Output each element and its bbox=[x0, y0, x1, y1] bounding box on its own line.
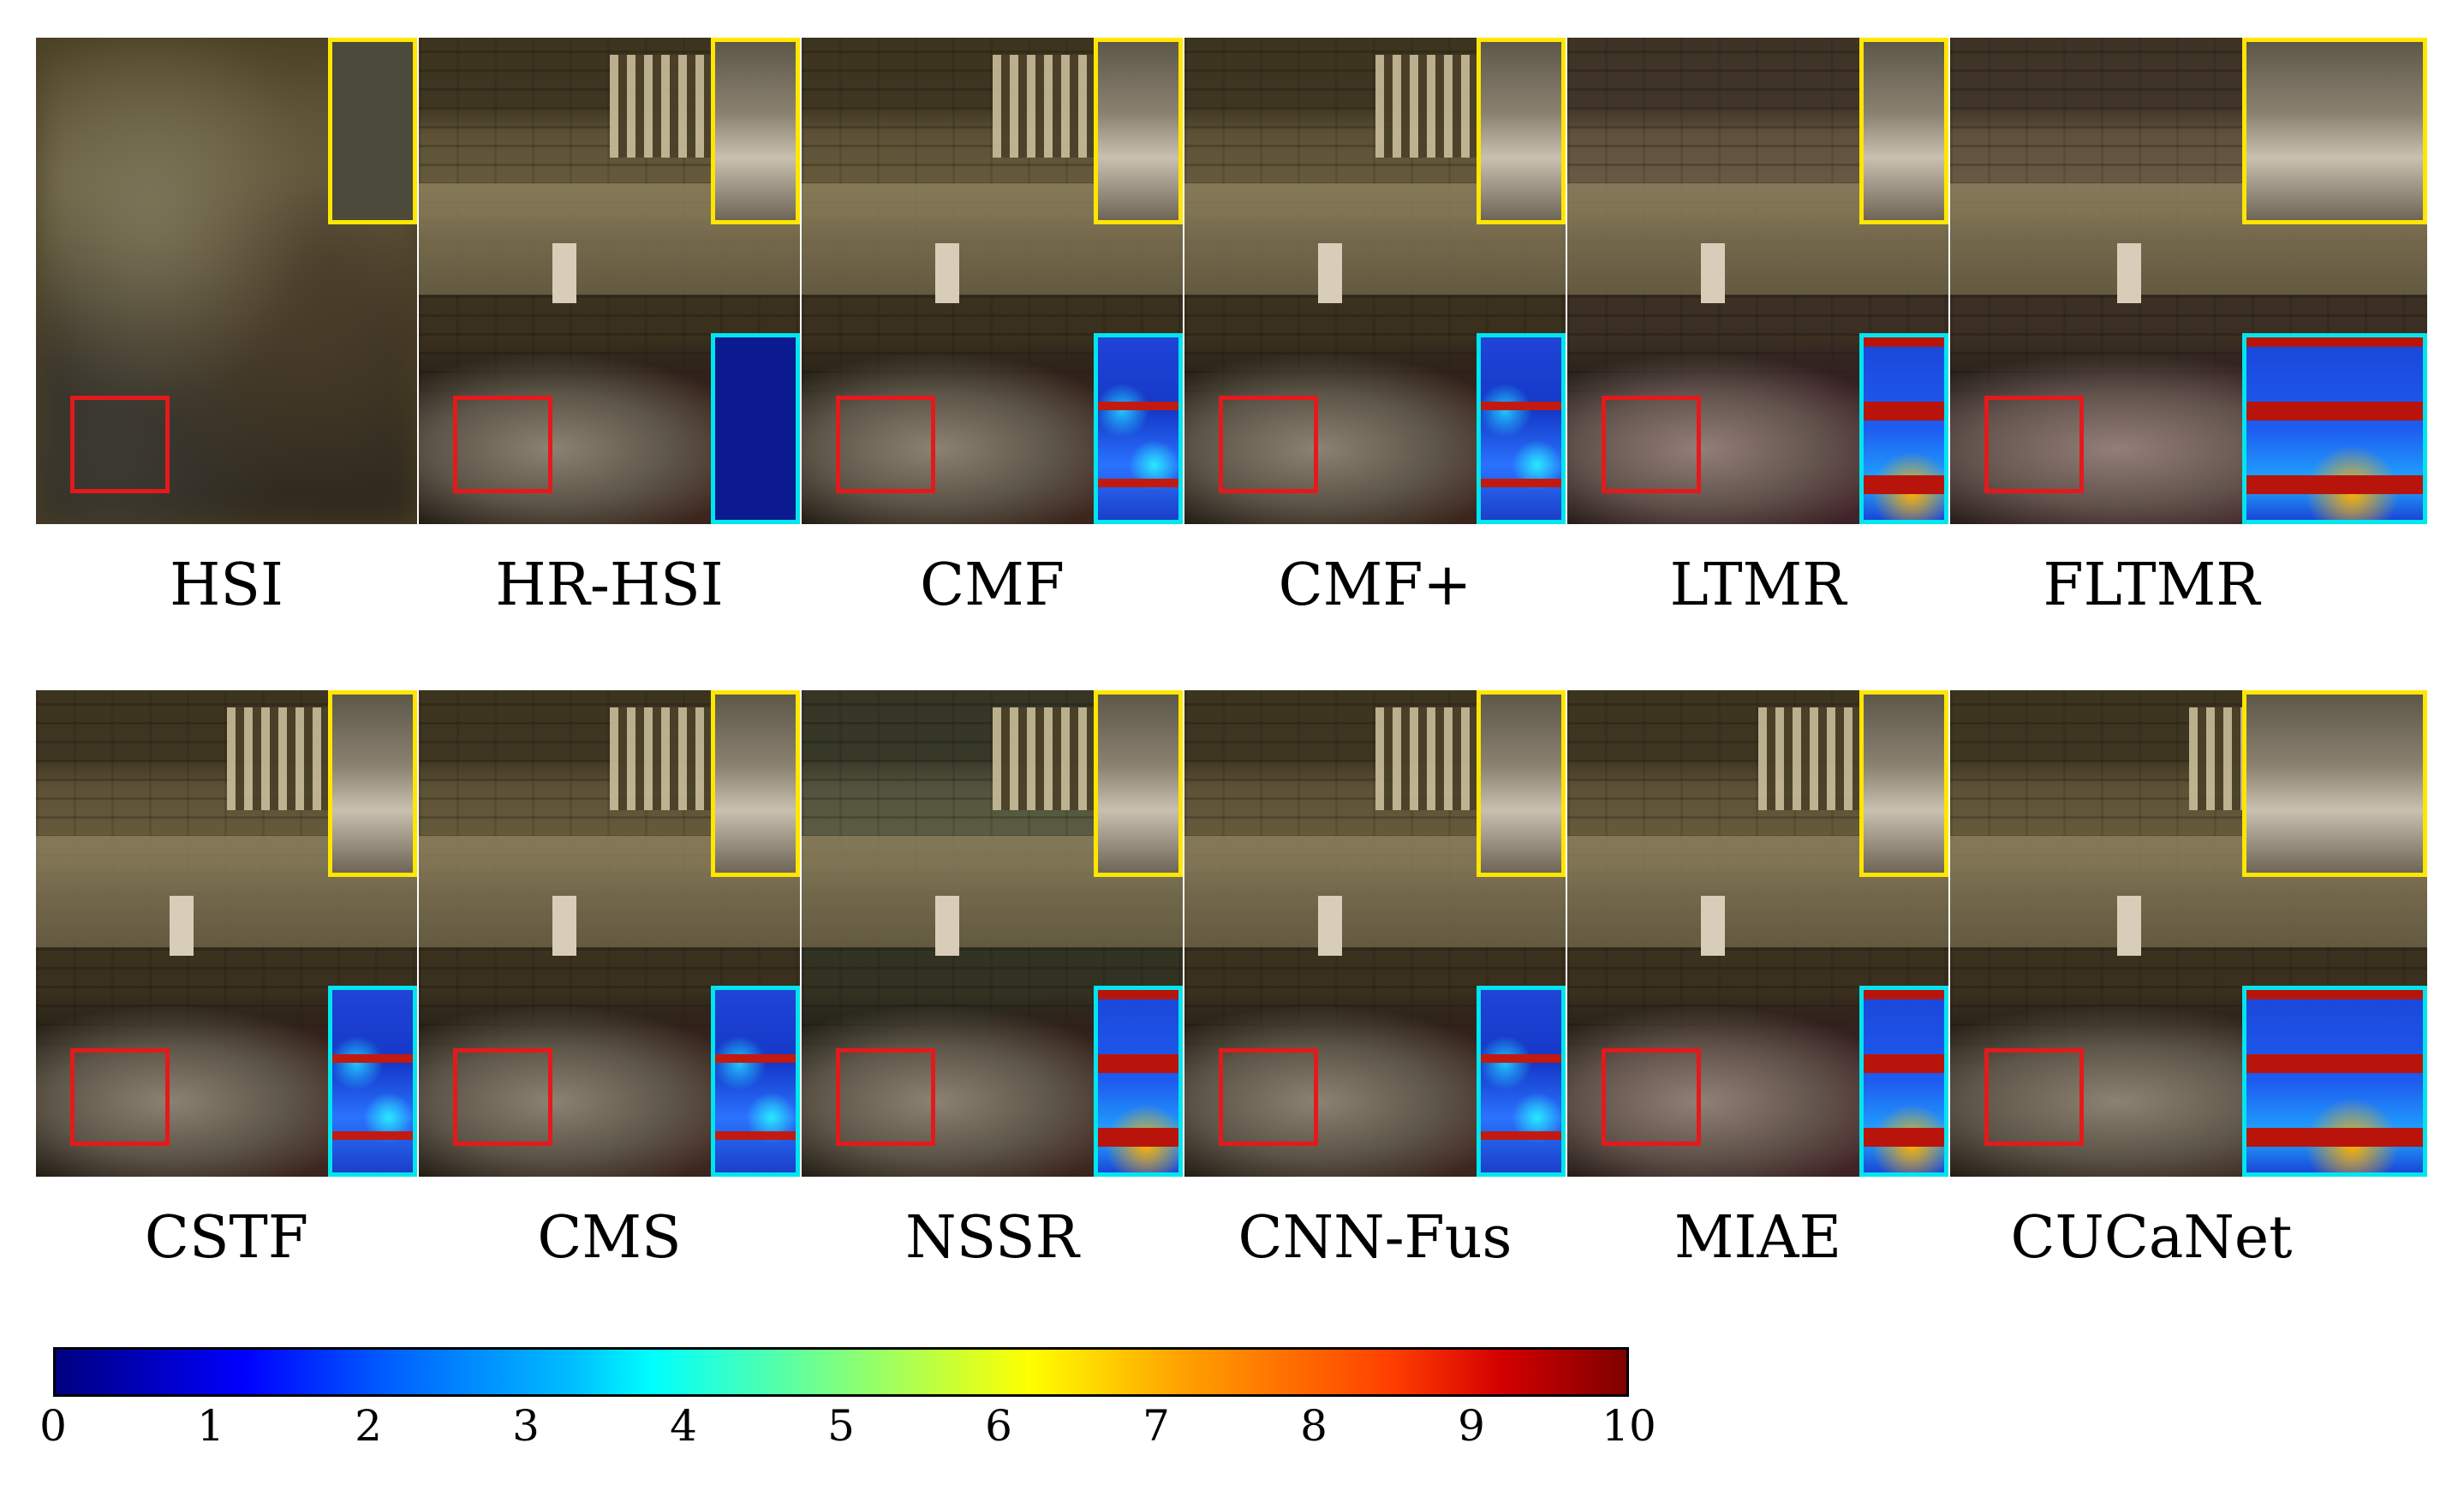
roi-box bbox=[1602, 396, 1701, 493]
colorbar-tick-label: 10 bbox=[1602, 1401, 1656, 1451]
method-label: LTMR bbox=[1669, 552, 1847, 619]
method-label: NSSR bbox=[905, 1204, 1079, 1272]
zoom-inset bbox=[1094, 38, 1183, 224]
zoom-inset bbox=[1859, 690, 1948, 877]
method-label: HR-HSI bbox=[495, 552, 724, 619]
roi-box bbox=[70, 396, 170, 493]
method-label: CUCaNet bbox=[2010, 1204, 2293, 1272]
method-label: CSTF bbox=[144, 1204, 309, 1272]
error-map-inset bbox=[1477, 986, 1566, 1177]
zoom-inset bbox=[2242, 690, 2427, 877]
method-label: CMS bbox=[537, 1204, 682, 1272]
error-map-inset bbox=[1477, 333, 1566, 524]
error-map-inset bbox=[711, 333, 800, 524]
roi-box bbox=[1219, 396, 1318, 493]
zoom-inset bbox=[1477, 38, 1566, 224]
zoom-inset bbox=[711, 38, 800, 224]
panel-cmf bbox=[802, 38, 1183, 524]
panel-hsi bbox=[36, 38, 417, 524]
roi-box bbox=[836, 396, 935, 493]
method-label: MIAE bbox=[1673, 1204, 1842, 1272]
error-map-inset bbox=[711, 986, 800, 1177]
error-colorbar bbox=[53, 1347, 1629, 1397]
roi-box bbox=[453, 396, 552, 493]
zoom-inset bbox=[328, 690, 417, 877]
panel-hr-hsi bbox=[419, 38, 800, 524]
method-label: FLTMR bbox=[2043, 552, 2260, 619]
method-label: CMF bbox=[920, 552, 1065, 619]
method-label: HSI bbox=[170, 552, 283, 619]
zoom-inset bbox=[1094, 690, 1183, 877]
colorbar-tick-label: 5 bbox=[827, 1401, 855, 1451]
method-label: CMF+ bbox=[1278, 552, 1472, 619]
error-map-inset bbox=[2242, 986, 2427, 1177]
colorbar-tick-label: 3 bbox=[512, 1401, 540, 1451]
zoom-inset bbox=[711, 690, 800, 877]
roi-box bbox=[70, 1048, 170, 1146]
colorbar-tick-label: 2 bbox=[355, 1401, 382, 1451]
error-map-inset bbox=[1094, 986, 1183, 1177]
error-map-inset bbox=[1094, 333, 1183, 524]
panel-nssr bbox=[802, 690, 1183, 1177]
roi-box bbox=[453, 1048, 552, 1146]
error-map-inset bbox=[328, 986, 417, 1177]
colorbar-tick-label: 8 bbox=[1300, 1401, 1327, 1451]
roi-box bbox=[836, 1048, 935, 1146]
method-label: CNN-Fus bbox=[1238, 1204, 1512, 1272]
error-map-inset bbox=[1859, 986, 1948, 1177]
panel-cstf bbox=[36, 690, 417, 1177]
colorbar-tick-label: 4 bbox=[670, 1401, 697, 1451]
zoom-inset bbox=[328, 38, 417, 224]
colorbar-tick-label: 0 bbox=[39, 1401, 67, 1451]
colorbar-tick-label: 6 bbox=[985, 1401, 1012, 1451]
roi-box bbox=[1984, 1048, 2084, 1146]
panel-miae bbox=[1567, 690, 1948, 1177]
error-map-inset bbox=[2242, 333, 2427, 524]
roi-box bbox=[1602, 1048, 1701, 1146]
colorbar-tick-label: 1 bbox=[197, 1401, 224, 1451]
zoom-inset bbox=[2242, 38, 2427, 224]
error-map-inset bbox=[1859, 333, 1948, 524]
colorbar-tick-label: 7 bbox=[1143, 1401, 1170, 1451]
panel-cmf-plus bbox=[1184, 38, 1566, 524]
panel-cms bbox=[419, 690, 800, 1177]
zoom-inset bbox=[1859, 38, 1948, 224]
panel-ltmr bbox=[1567, 38, 1948, 524]
panel-cucanet bbox=[1950, 690, 2427, 1177]
panel-fltmr bbox=[1950, 38, 2427, 524]
roi-box bbox=[1984, 396, 2084, 493]
zoom-inset bbox=[1477, 690, 1566, 877]
panel-cnn-fus bbox=[1184, 690, 1566, 1177]
roi-box bbox=[1219, 1048, 1318, 1146]
colorbar-tick-label: 9 bbox=[1458, 1401, 1485, 1451]
